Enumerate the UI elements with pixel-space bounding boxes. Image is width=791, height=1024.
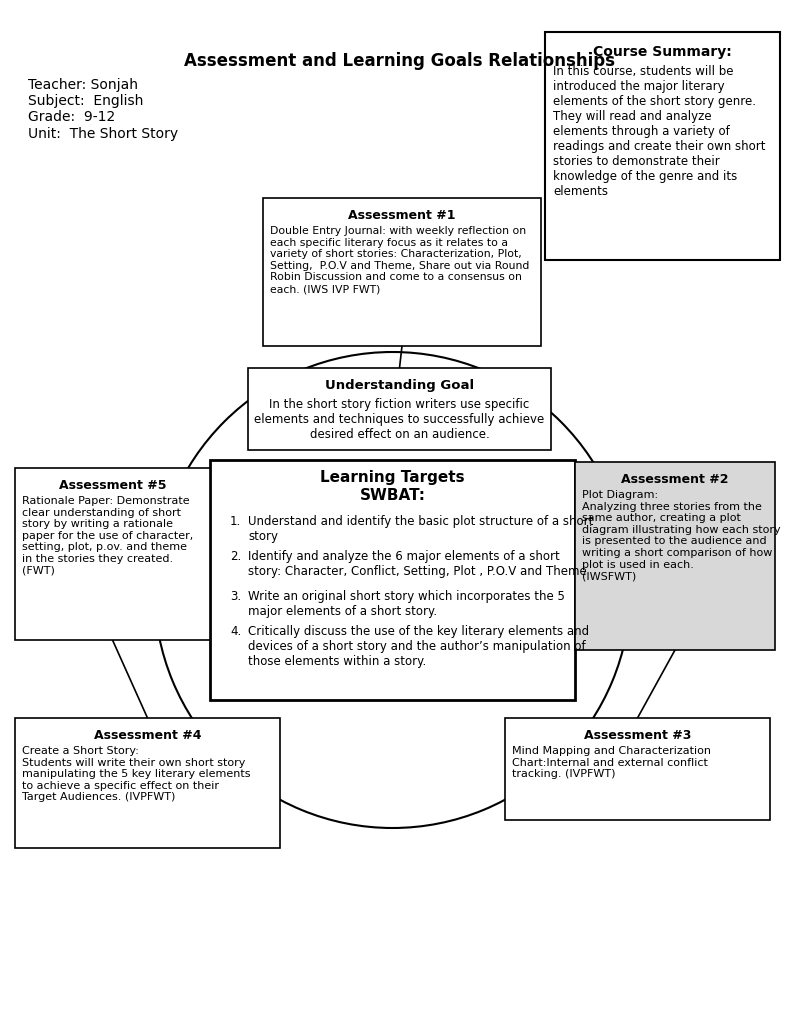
Text: Course Summary:: Course Summary: bbox=[593, 45, 732, 59]
FancyBboxPatch shape bbox=[210, 460, 575, 700]
Text: In this course, students will be
introduced the major literary
elements of the s: In this course, students will be introdu… bbox=[553, 65, 766, 198]
Text: In the short story fiction writers use specific
elements and techniques to succe: In the short story fiction writers use s… bbox=[255, 398, 545, 441]
Text: Assessment #2: Assessment #2 bbox=[621, 473, 729, 486]
Text: Identify and analyze the 6 major elements of a short
story: Character, Conflict,: Identify and analyze the 6 major element… bbox=[248, 550, 587, 578]
Text: Rationale Paper: Demonstrate
clear understanding of short
story by writing a rat: Rationale Paper: Demonstrate clear under… bbox=[22, 496, 193, 575]
Text: Learning Targets: Learning Targets bbox=[320, 470, 465, 485]
FancyBboxPatch shape bbox=[505, 718, 770, 820]
FancyBboxPatch shape bbox=[545, 32, 780, 260]
Text: Critically discuss the use of the key literary elements and
devices of a short s: Critically discuss the use of the key li… bbox=[248, 625, 589, 668]
Text: 2.: 2. bbox=[230, 550, 241, 563]
Text: Mind Mapping and Characterization
Chart:Internal and external conflict
tracking.: Mind Mapping and Characterization Chart:… bbox=[512, 746, 711, 779]
Text: 3.: 3. bbox=[230, 590, 241, 603]
Text: Write an original short story which incorporates the 5
major elements of a short: Write an original short story which inco… bbox=[248, 590, 565, 618]
Text: Double Entry Journal: with weekly reflection on
each specific literary focus as : Double Entry Journal: with weekly reflec… bbox=[270, 226, 529, 294]
FancyBboxPatch shape bbox=[15, 468, 210, 640]
Text: Create a Short Story:
Students will write their own short story
manipulating the: Create a Short Story: Students will writ… bbox=[22, 746, 251, 803]
Text: Assessment #4: Assessment #4 bbox=[94, 729, 201, 742]
Text: Assessment and Learning Goals Relationships: Assessment and Learning Goals Relationsh… bbox=[184, 52, 615, 70]
FancyBboxPatch shape bbox=[15, 718, 280, 848]
Text: Plot Diagram:
Analyzing three stories from the
same author, creating a plot
diag: Plot Diagram: Analyzing three stories fr… bbox=[582, 490, 781, 582]
Text: Assessment #1: Assessment #1 bbox=[348, 209, 456, 222]
Text: Teacher: Sonjah
Subject:  English
Grade:  9-12
Unit:  The Short Story: Teacher: Sonjah Subject: English Grade: … bbox=[28, 78, 178, 140]
Text: Understand and identify the basic plot structure of a short
story: Understand and identify the basic plot s… bbox=[248, 515, 593, 543]
FancyBboxPatch shape bbox=[248, 368, 551, 450]
Text: Assessment #5: Assessment #5 bbox=[59, 479, 166, 492]
Text: SWBAT:: SWBAT: bbox=[359, 488, 426, 503]
Text: Assessment #3: Assessment #3 bbox=[584, 729, 691, 742]
Text: Understanding Goal: Understanding Goal bbox=[325, 379, 474, 392]
Text: 1.: 1. bbox=[230, 515, 241, 528]
FancyBboxPatch shape bbox=[263, 198, 541, 346]
FancyBboxPatch shape bbox=[575, 462, 775, 650]
Text: 4.: 4. bbox=[230, 625, 241, 638]
